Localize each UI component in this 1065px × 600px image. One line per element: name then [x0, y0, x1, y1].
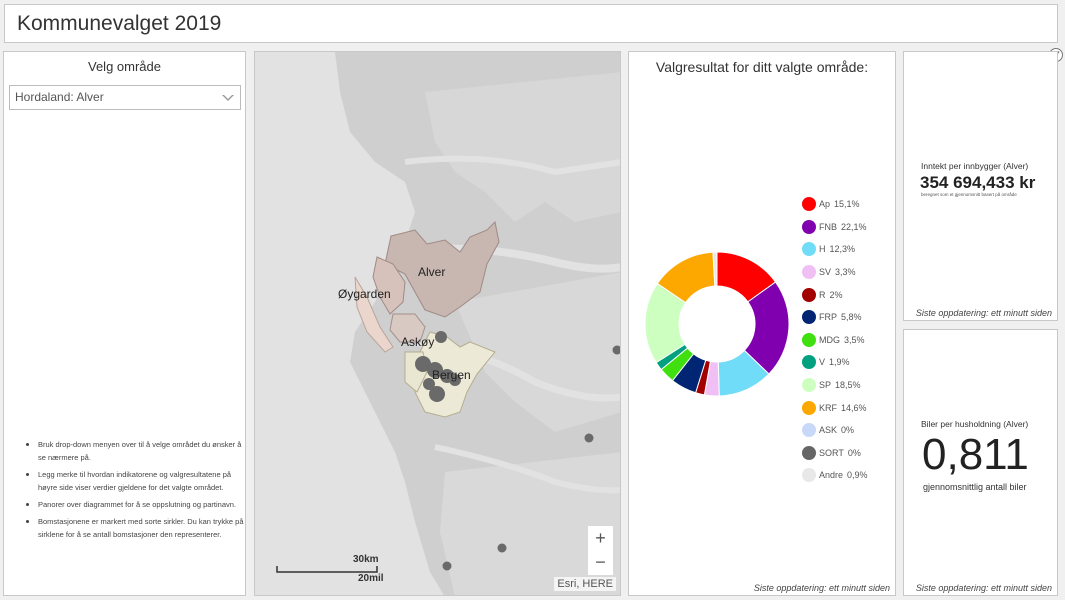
legend-label: SP: [819, 380, 832, 391]
legend-value: 2%: [829, 289, 843, 300]
map-canvas[interactable]: [255, 52, 621, 596]
map-label-alver: Alver: [418, 265, 446, 279]
legend-value: 14,6%: [841, 402, 867, 413]
instruction-item: Panorer over diagrammet for å se oppslut…: [26, 498, 244, 511]
legend-item-sort: SORT 0%: [802, 442, 868, 465]
cars-footer: Siste oppdatering: ett minutt siden: [915, 583, 1052, 593]
legend-item-h: H 12,3%: [802, 238, 868, 261]
result-footer: Siste oppdatering: ett minutt siden: [753, 583, 890, 593]
legend-swatch: [802, 287, 816, 302]
legend-label: Ap: [819, 199, 831, 210]
donut-chart[interactable]: [637, 244, 797, 404]
legend-label: MDG: [819, 334, 840, 345]
legend-swatch: [802, 332, 816, 347]
legend-label: FRP: [819, 312, 837, 323]
area-selector-panel: Velg område Hordaland: Alver Bruk drop-d…: [3, 51, 246, 596]
legend-item-ap: Ap 15,1%: [802, 193, 868, 216]
income-indicator-panel: Inntekt per innbygger (Alver) 354 694,43…: [903, 51, 1058, 321]
instruction-item: Bruk drop-down menyen over til å velge o…: [26, 438, 244, 464]
cars-value: 0,811: [922, 430, 1029, 479]
legend-swatch: [802, 310, 816, 325]
legend-value: 22,1%: [841, 221, 867, 232]
legend-swatch: [802, 378, 816, 393]
zoom-in-button[interactable]: +: [588, 526, 613, 551]
legend-item-sp: SP 18,5%: [802, 374, 868, 397]
zoom-out-button[interactable]: −: [588, 550, 613, 575]
legend-swatch: [802, 445, 816, 460]
header-panel: Kommunevalget 2019: [4, 4, 1058, 43]
legend-value: 5,8%: [841, 312, 862, 323]
income-value: 354 694,433 kr: [920, 173, 1036, 192]
result-title: Valgresultat for ditt valgte område:: [655, 59, 869, 75]
selector-title: Velg område: [88, 59, 161, 74]
legend-swatch: [802, 423, 816, 438]
cars-indicator-panel: Biler per husholdning (Alver) 0,811 gjen…: [903, 329, 1058, 596]
legend-label: SV: [819, 267, 832, 278]
income-footer: Siste oppdatering: ett minutt siden: [915, 308, 1052, 318]
map-label-oygarden: Øygarden: [338, 287, 391, 301]
legend-label: SORT: [819, 447, 844, 458]
legend-swatch: [802, 265, 816, 280]
legend-item-r: R 2%: [802, 283, 868, 306]
legend-item-mdg: MDG 3,5%: [802, 329, 868, 352]
instructions-list: Bruk drop-down menyen over til å velge o…: [26, 438, 244, 545]
legend-label: H: [819, 244, 826, 255]
scale-km: 30km: [353, 554, 379, 565]
area-dropdown[interactable]: Hordaland: Alver: [9, 85, 241, 110]
map-label-bergen: Bergen: [432, 368, 471, 382]
legend-value: 15,1%: [834, 199, 860, 210]
legend-value: 1,9%: [829, 357, 850, 368]
legend-label: V: [819, 357, 826, 368]
legend-value: 3,3%: [835, 267, 856, 278]
legend-label: FNB: [819, 221, 837, 232]
legend-item-fnb: FNB 22,1%: [802, 216, 868, 239]
cars-sublabel: gjennomsnittlig antall biler: [923, 482, 1027, 492]
legend-swatch: [802, 219, 816, 234]
map-label-askoy: Askøy: [401, 335, 435, 349]
map-panel[interactable]: Alver Øygarden Askøy Bergen + − 30km 20m…: [254, 51, 621, 596]
map-attribution: Esri, HERE: [554, 577, 616, 591]
income-sublabel: beregnet som et gjennomsnitt basert på o…: [921, 192, 1017, 197]
page-title: Kommunevalget 2019: [17, 12, 222, 35]
legend-value: 12,3%: [829, 244, 856, 255]
chart-legend: Ap 15,1% FNB 22,1% H 12,3% SV 3,3% R 2% FRP 5,8% MDG…: [802, 193, 868, 487]
legend-value: 0%: [847, 447, 861, 458]
legend-value: 0,9%: [847, 470, 868, 481]
legend-swatch: [802, 197, 816, 212]
legend-label: KRF: [819, 402, 837, 413]
legend-item-ask: ASK 0%: [802, 419, 868, 442]
scale-mi: 20mil: [358, 573, 384, 584]
legend-item-v: V 1,9%: [802, 351, 868, 374]
election-result-panel: Valgresultat for ditt valgte område: Ap 1…: [628, 51, 896, 596]
legend-item-sv: SV 3,3%: [802, 261, 868, 284]
legend-swatch: [802, 468, 816, 483]
instruction-item: Legg merke til hvordan indikatorene og v…: [26, 468, 244, 494]
legend-label: Andre: [819, 470, 844, 481]
legend-value: 0%: [841, 425, 855, 436]
income-label: Inntekt per innbygger (Alver): [921, 161, 1029, 171]
legend-swatch: [802, 400, 816, 415]
instruction-item: Bomstasjonene er markert med sorte sirkl…: [26, 515, 244, 541]
legend-item-frp: FRP 5,8%: [802, 306, 868, 329]
chevron-down-icon: [222, 95, 234, 101]
legend-label: ASK: [819, 425, 838, 436]
area-dropdown-value: Hordaland: Alver: [15, 90, 104, 104]
donut-slice-andre[interactable]: [712, 251, 718, 287]
legend-value: 3,5%: [844, 334, 865, 345]
legend-item-andre: Andre 0,9%: [802, 464, 868, 487]
legend-swatch: [802, 242, 816, 257]
legend-value: 18,5%: [835, 380, 861, 391]
cars-label: Biler per husholdning (Alver): [921, 419, 1029, 429]
legend-swatch: [802, 355, 816, 370]
legend-label: R: [819, 289, 826, 300]
legend-item-krf: KRF 14,6%: [802, 396, 868, 419]
